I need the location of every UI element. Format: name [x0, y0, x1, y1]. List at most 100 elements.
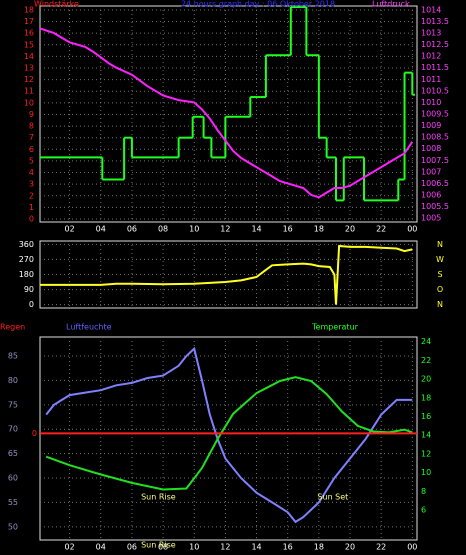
x-tick-label: 22: [376, 225, 386, 234]
y-tick-label: 75: [8, 400, 18, 409]
y-tick-label: 17: [24, 17, 34, 26]
y-tick-label: 85: [8, 352, 18, 361]
y2-tick-label: 1009: [421, 121, 441, 130]
y-tick-label: 8: [29, 122, 34, 131]
x-tick-label: 00: [407, 225, 417, 234]
y-tick-label: 65: [8, 449, 18, 458]
x-tick-label: 02: [65, 543, 75, 552]
y2-tick-label: 1012: [421, 52, 441, 61]
y2-tick-label: 1007.5: [421, 156, 449, 165]
x-tick-label: 14: [251, 225, 261, 234]
direction-label: O: [437, 285, 443, 294]
y2-tick-label: 1008: [421, 144, 441, 153]
y2-tick-label: 18: [421, 393, 431, 402]
chart-title: 24 hours graph day : 06 Oktober 2018: [181, 0, 335, 9]
x-tick-label: 08: [158, 225, 168, 234]
y-tick-label: 1: [29, 203, 34, 212]
y-tick-label: 3: [29, 180, 34, 189]
x-tick-label: 16: [283, 225, 293, 234]
y-tick-label: 180: [19, 270, 34, 279]
direction-label: N: [437, 300, 443, 309]
annotation: Sun Set: [317, 493, 348, 502]
y-tick-label: 50: [8, 522, 18, 531]
y2-axis-label: Luftdruck: [372, 0, 410, 9]
x-tick-label: 08: [158, 543, 168, 552]
y2-tick-label: 1009.5: [421, 110, 449, 119]
y-tick-label: 5: [29, 156, 34, 165]
y2-tick-label: 1006: [421, 190, 441, 199]
y2-tick-label: 1005.5: [421, 202, 449, 211]
y2-axis-label: Temperatur: [311, 323, 359, 332]
y2-tick-label: 24: [421, 337, 431, 346]
x-tick-label: 14: [251, 543, 261, 552]
y2-tick-label: 16: [421, 412, 431, 421]
series-line: [39, 27, 414, 199]
y-tick-label: 7: [29, 133, 34, 142]
y2-tick-label: 1010: [421, 98, 441, 107]
y2-tick-label: 22: [421, 356, 431, 365]
y2-tick-label: 1006.5: [421, 179, 449, 188]
series-line: [40, 244, 413, 305]
y-tick-label: 0: [29, 214, 34, 223]
x-tick-label: 10: [189, 543, 199, 552]
x-tick-label: 18: [314, 225, 324, 234]
y2-tick-label: 14: [421, 431, 431, 440]
y-tick-label: 11: [24, 87, 34, 96]
y-tick-label: 4: [29, 168, 34, 177]
y-tick-label: 60: [8, 474, 18, 483]
x-tick-label: 10: [189, 225, 199, 234]
annotation: Sun Rise: [141, 541, 176, 550]
direction-label: W: [436, 255, 444, 264]
annotation: Sun Rise: [141, 493, 176, 502]
y2-tick-label: 20: [421, 375, 431, 384]
x-tick-label: 04: [96, 225, 106, 234]
y2-tick-label: 1011.5: [421, 63, 449, 72]
y2-tick-label: 1008.5: [421, 133, 449, 142]
y-tick-label: 2: [29, 191, 34, 200]
x-tick-label: 06: [127, 543, 137, 552]
x-tick-label: 00: [407, 543, 417, 552]
y-axis-label: Luftfeuchte: [66, 323, 112, 332]
x-tick-label: 18: [314, 543, 324, 552]
direction-label: S: [437, 270, 442, 279]
x-tick-label: 12: [220, 543, 230, 552]
y-tick-label: 270: [19, 255, 34, 264]
y-tick-label: 360: [19, 240, 34, 249]
x-tick-label: 20: [345, 225, 355, 234]
y2-tick-label: 6: [421, 506, 426, 515]
direction-label: N: [437, 240, 443, 249]
x-tick-label: 12: [220, 225, 230, 234]
y2-tick-label: 1013: [421, 29, 441, 38]
y-tick-label: 10: [24, 98, 34, 107]
y2-tick-label: 1014: [421, 5, 441, 14]
y-tick-label: 55: [8, 498, 18, 507]
y-tick-label: 80: [8, 376, 18, 385]
y2-tick-label: 1012.5: [421, 40, 449, 49]
y2-tick-label: 12: [421, 449, 431, 458]
x-tick-label: 22: [376, 543, 386, 552]
y2-tick-label: 10: [421, 468, 431, 477]
y2-tick-label: 1011: [421, 75, 441, 84]
y-tick-label: 70: [8, 425, 18, 434]
y-tick-label: 0: [29, 300, 34, 309]
y-tick-label: 12: [24, 75, 34, 84]
x-tick-label: 16: [283, 543, 293, 552]
x-tick-label: 04: [96, 543, 106, 552]
y2-tick-label: 8: [421, 487, 426, 496]
y-axis-label: Windstärke: [34, 0, 79, 9]
x-tick-label: 20: [345, 543, 355, 552]
y-tick-label: 15: [24, 40, 34, 49]
y-tick-label: 90: [24, 285, 34, 294]
y3-axis-label: Regen: [0, 323, 25, 332]
y2-tick-label: 1007: [421, 167, 441, 176]
y-tick-label: 9: [29, 110, 34, 119]
y2-tick-label: 1005: [421, 214, 441, 223]
y-tick-label: 18: [24, 5, 34, 14]
y2-tick-label: 1010.5: [421, 86, 449, 95]
y-tick-label: 14: [24, 52, 34, 61]
x-tick-label: 06: [127, 225, 137, 234]
y3-tick-label: 0: [32, 429, 37, 438]
y-tick-label: 13: [24, 64, 34, 73]
plot-area: [39, 336, 418, 541]
y-tick-label: 16: [24, 29, 34, 38]
